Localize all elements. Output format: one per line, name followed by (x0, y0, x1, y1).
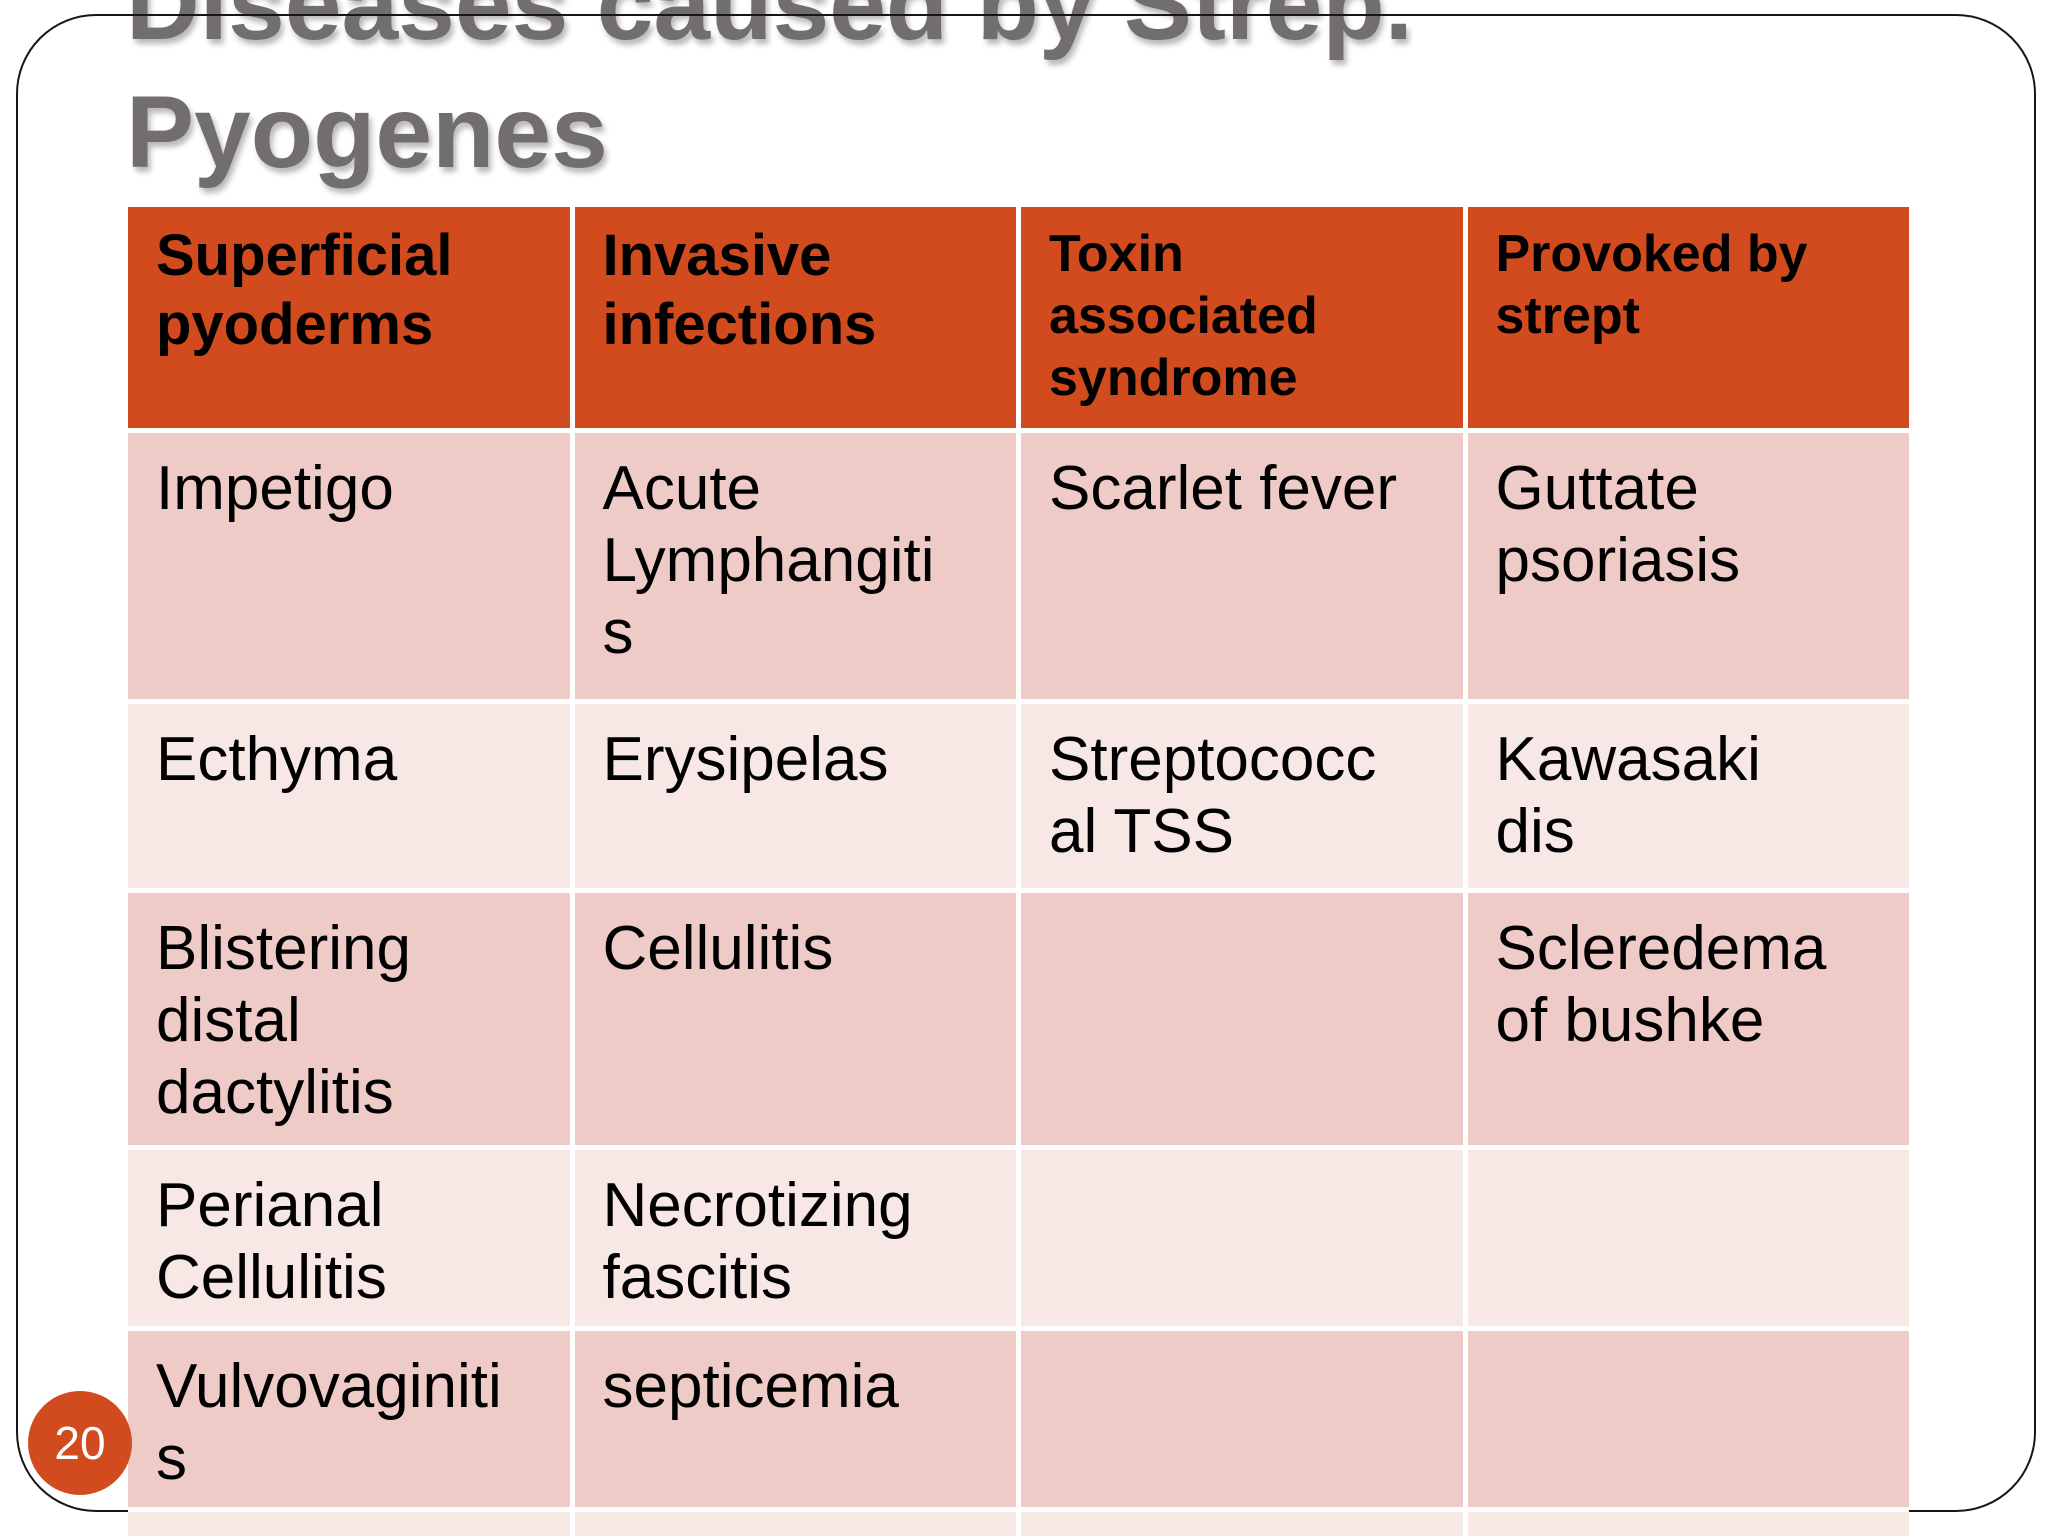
table-cell-necrotizing-fascitis: Necrotizing fascitis (574, 1150, 1016, 1326)
table-cell-empty (1021, 1512, 1463, 1536)
page-number: 20 (54, 1417, 106, 1469)
header-cell-superficial-pyoderms: Superficial pyoderms (128, 207, 570, 428)
table-cell-empty (1467, 1331, 1909, 1507)
table-cell-ecthyma: Ecthyma (128, 704, 570, 888)
header-cell-toxin-associated-syndrome: Toxin associated syndrome (1021, 207, 1463, 428)
table-cell-empty (1021, 1150, 1463, 1326)
table-cell-vulvovaginitis: Vulvovaginiti s (128, 1331, 570, 1507)
table-cell-empty (1021, 893, 1463, 1145)
table-cell-empty (1467, 1512, 1909, 1536)
table-cell-scarlet-fever: Scarlet fever (1021, 433, 1463, 699)
table-cell-empty (1021, 1331, 1463, 1507)
diseases-table: Superficial pyoderms Invasive infections… (128, 207, 1909, 1536)
table-cell-kawasaki-dis: Kawasaki dis (1467, 704, 1909, 888)
table-cell-erysipelas: Erysipelas (574, 704, 1016, 888)
table-cell-empty (574, 1512, 1016, 1536)
table-cell-scleredema-of-bushke: Scleredema of bushke (1467, 893, 1909, 1145)
table-cell-guttate-psoriasis: Guttate psoriasis (1467, 433, 1909, 699)
header-cell-provoked-by-strept: Provoked by strept (1467, 207, 1909, 428)
table-cell-empty (1467, 1150, 1909, 1326)
table-cell-acute-lymphangitis: Acute Lymphangiti s (574, 433, 1016, 699)
table-cell-impetigo: Impetigo (128, 433, 570, 699)
table-cell-empty (128, 1512, 570, 1536)
table-cell-blistering-distal-dactylitis: Blistering distal dactylitis (128, 893, 570, 1145)
table-cell-streptococcal-tss: Streptococc al TSS (1021, 704, 1463, 888)
page-number-badge: 20 (28, 1391, 132, 1495)
table-cell-cellulitis: Cellulitis (574, 893, 1016, 1145)
table-cell-septicemia: septicemia (574, 1331, 1016, 1507)
slide-title: Diseases caused by Strep. Pyogenes (126, 0, 1414, 189)
table-cell-perianal-cellulitis: Perianal Cellulitis (128, 1150, 570, 1326)
header-cell-invasive-infections: Invasive infections (574, 207, 1016, 428)
